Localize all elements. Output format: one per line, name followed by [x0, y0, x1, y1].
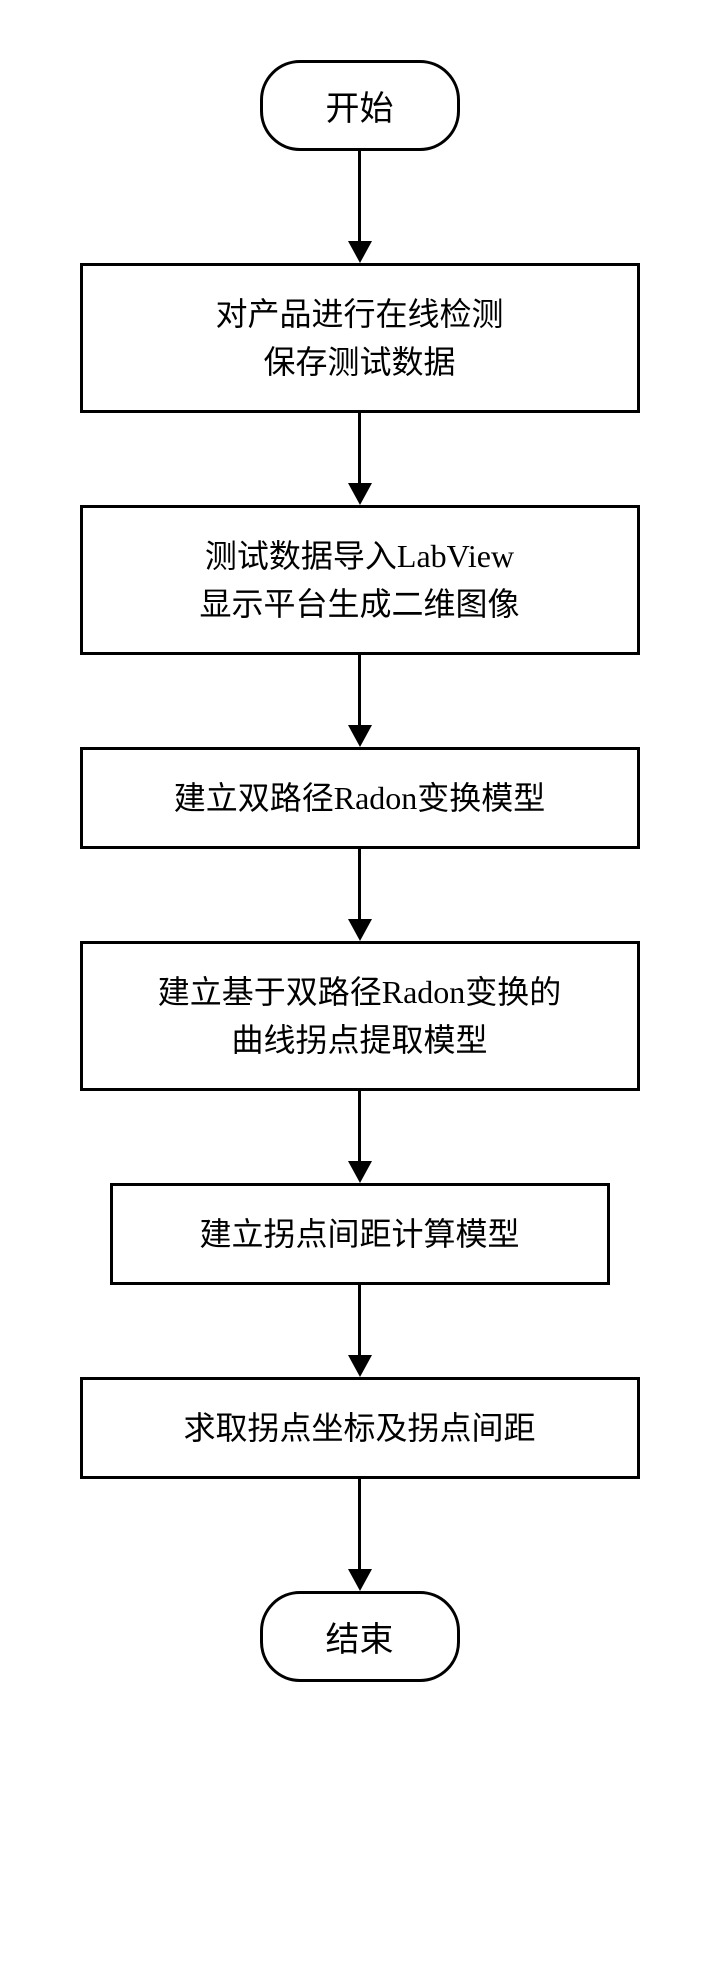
arrow-6	[348, 1285, 372, 1377]
process-step-6: 求取拐点坐标及拐点间距	[80, 1377, 640, 1479]
flowchart-container: 开始 对产品进行在线检测保存测试数据 测试数据导入LabView显示平台生成二维…	[80, 60, 640, 1682]
arrow-head-icon	[348, 241, 372, 263]
arrow-line	[358, 413, 361, 483]
process-step-3: 建立双路径Radon变换模型	[80, 747, 640, 849]
arrow-line	[358, 1479, 361, 1569]
arrow-line	[358, 151, 361, 241]
process-label: 求取拐点坐标及拐点间距	[183, 1410, 535, 1446]
process-step-4: 建立基于双路径Radon变换的曲线拐点提取模型	[80, 941, 640, 1091]
arrow-5	[348, 1091, 372, 1183]
arrow-line	[358, 1285, 361, 1355]
arrow-line	[358, 849, 361, 919]
start-label: 开始	[326, 91, 394, 128]
process-label: 测试数据导入LabView显示平台生成二维图像	[199, 538, 519, 622]
process-step-1: 对产品进行在线检测保存测试数据	[80, 263, 640, 413]
arrow-4	[348, 849, 372, 941]
arrow-head-icon	[348, 483, 372, 505]
start-terminal: 开始	[260, 60, 460, 151]
arrow-head-icon	[348, 1161, 372, 1183]
arrow-3	[348, 655, 372, 747]
process-step-5: 建立拐点间距计算模型	[110, 1183, 610, 1285]
end-terminal: 结束	[260, 1591, 460, 1682]
arrow-7	[348, 1479, 372, 1591]
arrow-head-icon	[348, 1569, 372, 1591]
process-label: 建立基于双路径Radon变换的曲线拐点提取模型	[158, 974, 562, 1058]
arrow-head-icon	[348, 1355, 372, 1377]
arrow-2	[348, 413, 372, 505]
end-label: 结束	[326, 1622, 394, 1659]
process-label: 对产品进行在线检测保存测试数据	[215, 296, 503, 380]
process-label: 建立拐点间距计算模型	[199, 1216, 519, 1252]
process-step-2: 测试数据导入LabView显示平台生成二维图像	[80, 505, 640, 655]
arrow-head-icon	[348, 919, 372, 941]
arrow-line	[358, 1091, 361, 1161]
arrow-line	[358, 655, 361, 725]
arrow-head-icon	[348, 725, 372, 747]
arrow-1	[348, 151, 372, 263]
process-label: 建立双路径Radon变换模型	[174, 780, 546, 816]
